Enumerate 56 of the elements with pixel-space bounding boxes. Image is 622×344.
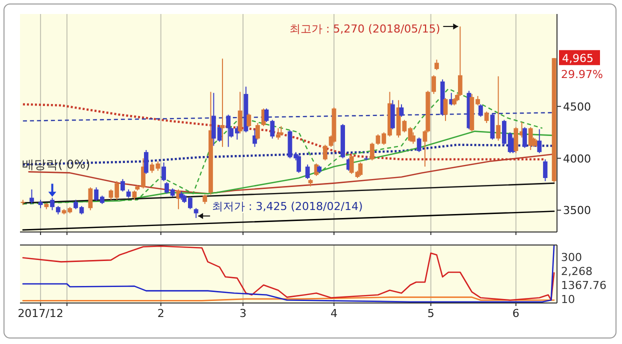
x-tick-label: 2 — [157, 307, 164, 320]
candlestick — [522, 126, 527, 148]
candlestick — [252, 128, 257, 148]
x-tick-label: 4 — [330, 307, 338, 320]
candlestick — [416, 137, 422, 153]
candlestick — [120, 178, 125, 192]
candlestick — [322, 144, 328, 161]
x-tick-label: 5 — [427, 307, 434, 320]
candlestick — [270, 119, 275, 140]
candlestick — [478, 104, 483, 118]
candlestick — [434, 59, 439, 71]
text: 1367.76 — [561, 279, 606, 292]
x-tick-label: 6 — [512, 307, 520, 320]
candlestick — [278, 126, 284, 136]
x-tick-label: 2017/12 — [18, 307, 64, 320]
candlestick — [30, 188, 34, 204]
candlestick — [238, 91, 242, 134]
candlestick — [443, 98, 448, 122]
y-tick-label: 3500 — [563, 204, 591, 218]
text: 2,268 — [561, 265, 592, 278]
x-tick-label: 3 — [240, 307, 247, 320]
candlestick — [194, 208, 198, 218]
candlestick — [246, 113, 252, 128]
candlestick — [162, 162, 166, 182]
text: 300 — [561, 251, 582, 264]
line-series — [22, 103, 546, 160]
annotation: 배당락( 0%) — [22, 158, 90, 172]
candlestick — [490, 113, 495, 140]
candlestick — [543, 158, 548, 182]
candlestick — [88, 186, 93, 211]
candlestick — [50, 197, 54, 211]
candlestick — [537, 128, 542, 154]
candlestick — [255, 122, 260, 140]
candlestick — [514, 126, 518, 154]
annotation: 4,965 — [562, 52, 594, 66]
candlestick — [484, 111, 489, 124]
candlestick — [432, 74, 436, 94]
candlestick — [305, 164, 310, 180]
candlestick — [358, 162, 363, 176]
candlestick — [264, 108, 269, 122]
candlestick — [276, 128, 280, 140]
y-tick-label: 4500 — [563, 100, 591, 114]
candlestick — [132, 190, 137, 200]
annotation: 최고가 : 5,270 (2018/05/15) — [289, 22, 440, 36]
candlestick — [458, 26, 462, 97]
candlestick — [390, 100, 395, 130]
text: 29.97% — [561, 68, 603, 82]
candlestick — [202, 194, 208, 204]
candlestick — [144, 149, 148, 174]
text: 10 — [561, 293, 575, 306]
annotation: 최저가 : 3,425 (2018/02/14) — [212, 200, 363, 213]
y-tick-label: 4000 — [563, 152, 591, 166]
candlestick — [296, 154, 301, 174]
candlestick — [370, 142, 374, 161]
candlestick — [226, 114, 231, 148]
candlestick — [496, 76, 501, 142]
